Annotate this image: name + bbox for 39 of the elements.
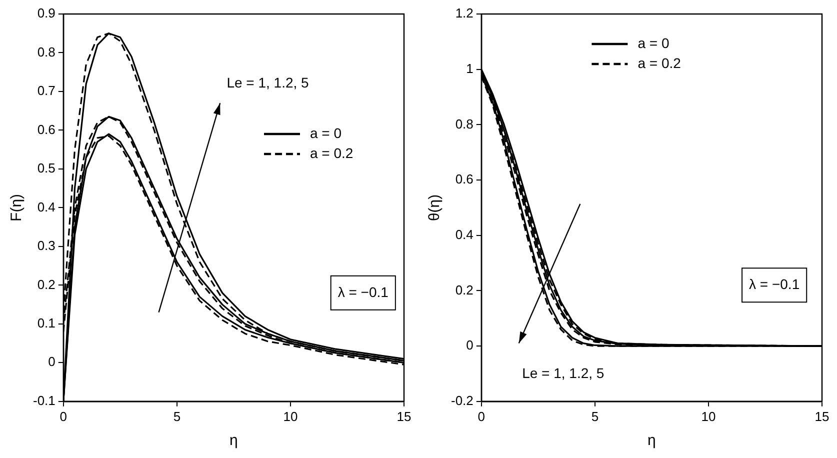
y-tick-label: 0.6: [37, 122, 56, 137]
y-tick-label: 0.8: [37, 44, 56, 60]
y-tick-label: 1: [466, 60, 474, 76]
x-tick-label: 15: [814, 408, 830, 424]
x-axis-title: η: [230, 432, 238, 450]
y-tick-label: -0.1: [32, 392, 56, 408]
x-tick-label: 5: [173, 408, 181, 424]
legend-label: a = 0.2: [310, 144, 354, 161]
x-tick-label: 10: [701, 408, 716, 424]
x-tick-label: 0: [478, 408, 486, 424]
y-axis-title: F(η): [8, 194, 26, 222]
y-tick-label: 0: [48, 354, 56, 370]
y-tick-label: 0.7: [37, 83, 56, 98]
legend-label: a = 0: [638, 34, 670, 51]
annotation: λ = −0.1: [749, 276, 800, 292]
y-tick-label: 1.2: [455, 6, 474, 21]
y-tick-label: 0.4: [37, 199, 56, 214]
y-tick-label: 0: [466, 338, 474, 353]
x-axis-title: η: [648, 432, 656, 450]
y-tick-label: 0.1: [37, 316, 56, 330]
y-tick-label: -0.2: [450, 392, 474, 408]
x-tick-label: 10: [283, 408, 298, 424]
y-tick-label: 0.2: [455, 282, 474, 298]
y-tick-label: 0.6: [455, 172, 474, 187]
x-tick-label: 5: [591, 408, 599, 424]
x-tick-label: 0: [60, 408, 68, 424]
annotation: Le = 1, 1.2, 5: [226, 74, 310, 91]
y-tick-label: 0.2: [37, 276, 56, 292]
x-tick-label: 15: [396, 408, 412, 424]
annotation: Le = 1, 1.2, 5: [522, 365, 604, 382]
y-tick-label: 0.8: [455, 116, 474, 132]
annotation: λ = −0.1: [338, 284, 389, 300]
legend-label: a = 0: [310, 124, 342, 141]
y-tick-label: 0.9: [37, 6, 56, 21]
y-axis-title: θ(η): [426, 194, 444, 222]
y-tick-label: 0.5: [37, 160, 56, 176]
y-tick-label: 0.4: [455, 226, 474, 242]
legend-label: a = 0.2: [638, 54, 682, 71]
y-tick-label: 0.3: [37, 238, 56, 254]
